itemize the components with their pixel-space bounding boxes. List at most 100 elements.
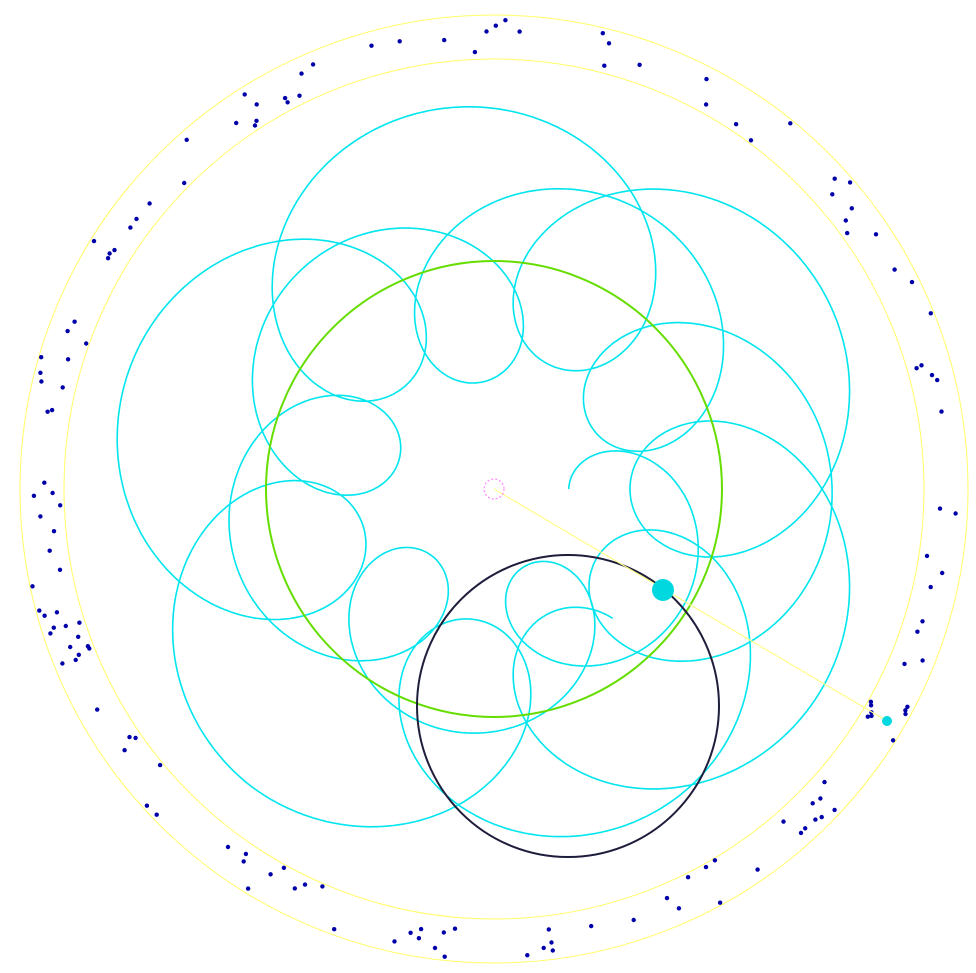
- scatter-dot: [112, 247, 117, 253]
- scatter-dot: [73, 657, 78, 663]
- scatter-dot: [134, 216, 139, 222]
- scatter-dot: [127, 734, 132, 740]
- scatter-dot: [42, 613, 47, 618]
- scatter-dot: [869, 713, 874, 719]
- scatter-dot: [243, 851, 249, 857]
- scatter-dot: [589, 923, 594, 929]
- scatter-dot: [47, 548, 52, 553]
- scatter-dot: [442, 954, 447, 959]
- scatter-dot: [798, 830, 804, 836]
- scatter-dot: [903, 708, 908, 713]
- scatter-dot: [128, 225, 133, 230]
- scatter-dot: [225, 844, 231, 850]
- scatter-dot: [873, 232, 879, 237]
- scatter-dot: [54, 610, 60, 615]
- scatter-dot: [517, 29, 522, 34]
- scatter-dot: [703, 102, 709, 107]
- scatter-dot: [606, 41, 612, 46]
- scatter-dot: [920, 658, 925, 663]
- scatter-dot: [268, 872, 273, 877]
- scatter-dot: [85, 644, 91, 649]
- scatter-dot: [76, 652, 82, 657]
- scatter-dot: [493, 23, 498, 28]
- scatter-dot: [282, 95, 288, 101]
- scatter-dot: [914, 366, 919, 371]
- scatter-dot: [122, 748, 127, 753]
- arm-end-handle[interactable]: [882, 716, 892, 726]
- scatter-dot: [832, 807, 837, 813]
- scatter-dot: [685, 875, 691, 880]
- scatter-dot: [822, 779, 827, 785]
- outer-ring: [19, 14, 969, 964]
- scatter-dot: [65, 357, 71, 362]
- scatter-dot: [940, 570, 945, 576]
- spirograph-trace: [116, 106, 851, 838]
- scatter-dot: [832, 176, 837, 181]
- scatter-dot: [42, 480, 47, 485]
- scatter-dot: [733, 122, 739, 127]
- scatter-dot: [72, 319, 77, 324]
- scatter-dot: [60, 385, 65, 390]
- scatter-dot: [953, 511, 958, 516]
- scatter-dot: [58, 503, 63, 508]
- scatter-dot: [937, 506, 943, 511]
- scatter-dot: [712, 858, 718, 863]
- scatter-dot: [37, 608, 42, 613]
- scatter-dot: [51, 625, 56, 630]
- scatter-dot: [408, 930, 413, 935]
- scatter-dot: [550, 948, 555, 953]
- rolling-circle: [416, 554, 720, 858]
- scatter-dot: [868, 699, 874, 704]
- scatter-dot: [441, 930, 446, 935]
- scatter-dot: [924, 553, 930, 559]
- scatter-dot: [929, 372, 935, 378]
- scatter-dot: [76, 634, 81, 639]
- center-point: [483, 478, 505, 500]
- scatter-dot: [442, 37, 447, 43]
- scatter-dot: [748, 138, 754, 143]
- scatter-dot: [418, 926, 424, 932]
- scatter-dot: [819, 814, 824, 820]
- scatter-dot: [281, 865, 287, 870]
- scatter-dot: [546, 927, 551, 932]
- scatter-dot: [38, 514, 43, 519]
- scatter-dot: [147, 201, 152, 206]
- scatter-dot: [299, 71, 304, 76]
- scatter-dots: [30, 18, 958, 959]
- scatter-dot: [38, 370, 43, 375]
- scatter-dot: [452, 926, 458, 931]
- scatter-dot: [830, 192, 835, 197]
- scatter-dot: [865, 714, 870, 719]
- scatter-dot: [95, 707, 100, 712]
- scatter-dot: [369, 43, 374, 48]
- scatter-dot: [664, 895, 670, 901]
- scatter-dot: [868, 703, 874, 708]
- scatter-dot: [241, 859, 246, 864]
- scatter-dot: [252, 123, 258, 128]
- scatter-dot: [154, 812, 159, 817]
- fixed-circle: [265, 260, 723, 718]
- scatter-dot: [909, 279, 915, 285]
- scatter-dot: [242, 92, 247, 97]
- scatter-dot: [45, 409, 50, 414]
- scatter-dot: [48, 631, 53, 636]
- inner-ring: [63, 58, 925, 920]
- scatter-dot: [39, 355, 44, 360]
- scatter-dot: [845, 230, 850, 236]
- scatter-dot: [717, 900, 723, 905]
- pen-point[interactable]: [652, 579, 674, 601]
- scatter-dot: [915, 629, 920, 634]
- scatter-dot: [30, 584, 35, 589]
- scatter-dot: [503, 18, 508, 23]
- scatter-dot: [254, 118, 259, 124]
- scatter-dot: [637, 62, 642, 67]
- scatter-dot: [919, 363, 924, 368]
- scatter-dot: [541, 945, 546, 951]
- scatter-dot: [107, 251, 112, 256]
- scatter-dot: [49, 407, 55, 413]
- scatter-dot: [68, 644, 73, 650]
- scatter-dot: [285, 100, 290, 105]
- scatter-dot: [847, 180, 853, 185]
- scatter-dot: [105, 256, 111, 261]
